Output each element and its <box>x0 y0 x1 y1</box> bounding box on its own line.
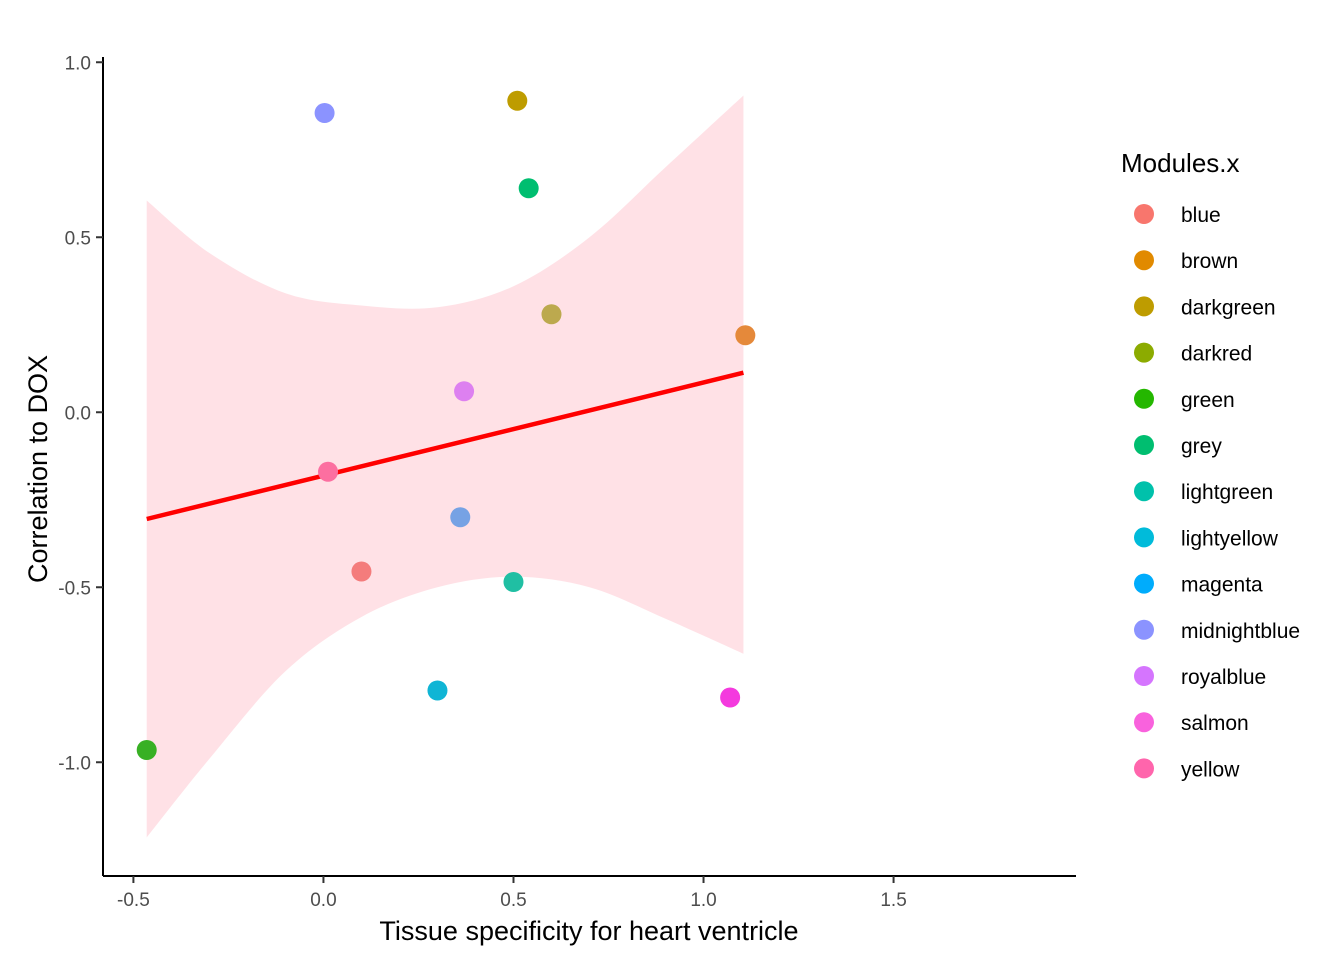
data-point <box>427 680 448 701</box>
legend-key <box>1134 758 1154 779</box>
legend: Modules.x blue brown darkgreen darkred green… <box>1121 148 1300 781</box>
legend-label: magenta <box>1181 574 1263 597</box>
legend-key <box>1134 573 1154 594</box>
confidence-band <box>146 95 744 838</box>
x-tick-label: 1.5 <box>880 890 906 911</box>
data-point <box>541 304 562 325</box>
y-tick-label: 0.0 <box>65 403 91 424</box>
legend-key <box>1134 204 1154 224</box>
data-point <box>518 178 539 199</box>
legend-label: brown <box>1181 250 1238 273</box>
legend-label: blue <box>1181 204 1221 227</box>
x-tick-label: 0.5 <box>500 890 526 911</box>
legend-key <box>1134 388 1154 409</box>
legend-key <box>1134 435 1154 455</box>
legend-label: midnightblue <box>1181 620 1300 643</box>
data-point <box>507 90 528 111</box>
y-axis-title: Correlation to DOX <box>23 355 53 583</box>
data-point <box>735 325 756 346</box>
legend-key <box>1134 250 1154 271</box>
y-tick-label: -1.0 <box>58 753 91 774</box>
fit-line-layer <box>146 370 744 522</box>
data-point <box>318 461 339 482</box>
data-point <box>454 381 475 402</box>
x-axis-title: Tissue specificity for heart ventricle <box>379 916 798 946</box>
x-tick-label: 1.0 <box>690 890 716 911</box>
legend-label: yellow <box>1181 758 1240 781</box>
fit-line <box>146 370 744 522</box>
legend-label: darkred <box>1181 343 1252 366</box>
legend-label: lightyellow <box>1181 527 1279 550</box>
legend-key <box>1134 481 1154 502</box>
axes-layer <box>102 57 1076 877</box>
y-tick-label: -0.5 <box>58 578 91 599</box>
legend-label: darkgreen <box>1181 296 1276 319</box>
x-tick-label: -0.5 <box>117 890 150 911</box>
legend-key <box>1134 296 1154 317</box>
legend-key <box>1134 712 1154 733</box>
legend-label: grey <box>1181 435 1222 458</box>
y-tick-label: 1.0 <box>65 53 91 74</box>
legend-key <box>1134 342 1154 363</box>
legend-key <box>1134 619 1154 640</box>
data-point <box>450 507 471 528</box>
points-layer <box>136 90 756 760</box>
data-point <box>503 572 524 592</box>
y-tick-label: 0.5 <box>65 228 91 249</box>
x-tick-label: 0.0 <box>310 890 336 911</box>
legend-key <box>1134 666 1154 686</box>
ticks-layer: -0.5 0.0 0.5 1.0 1.5 -1.0 -0.5 0.0 0.5 1.0 <box>58 53 907 911</box>
data-point <box>720 687 741 708</box>
data-point <box>314 103 335 123</box>
legend-label: lightgreen <box>1181 481 1273 504</box>
data-point <box>136 740 157 760</box>
legend-key <box>1134 527 1154 548</box>
data-point <box>351 561 372 582</box>
legend-title: Modules.x <box>1121 148 1240 178</box>
legend-label: royalblue <box>1181 666 1266 689</box>
legend-label: green <box>1181 389 1235 412</box>
legend-label: salmon <box>1181 712 1249 735</box>
confidence-band-layer <box>146 95 744 838</box>
